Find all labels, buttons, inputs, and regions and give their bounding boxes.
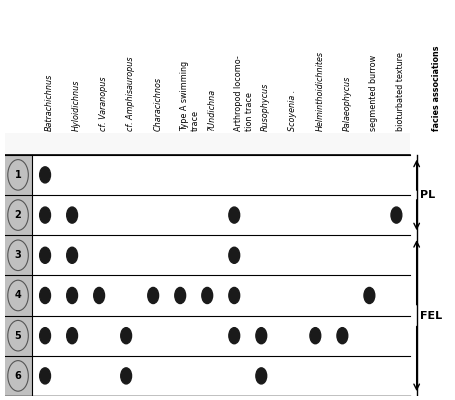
- Circle shape: [40, 328, 51, 344]
- Circle shape: [40, 368, 51, 384]
- Text: bioturbated texture: bioturbated texture: [396, 52, 405, 131]
- Circle shape: [256, 328, 267, 344]
- Bar: [5, 275, 31, 316]
- Circle shape: [40, 167, 51, 183]
- Circle shape: [337, 328, 348, 344]
- Text: Characichnos: Characichnos: [153, 77, 162, 131]
- Text: Helminthoidichnites: Helminthoidichnites: [315, 51, 324, 131]
- Text: 4: 4: [15, 290, 21, 300]
- Circle shape: [310, 328, 321, 344]
- Circle shape: [229, 247, 240, 263]
- Text: 5: 5: [15, 331, 21, 341]
- Text: Type A swimming
trace: Type A swimming trace: [180, 60, 200, 131]
- Bar: [5, 155, 31, 195]
- Circle shape: [202, 288, 212, 304]
- Text: cf. Amphisauropus: cf. Amphisauropus: [126, 56, 135, 131]
- Circle shape: [40, 207, 51, 223]
- Circle shape: [8, 240, 28, 270]
- Text: Hyloidichnus: Hyloidichnus: [72, 79, 81, 131]
- Text: segmented burrow: segmented burrow: [369, 54, 379, 131]
- Circle shape: [391, 207, 402, 223]
- Circle shape: [121, 368, 131, 384]
- Text: facies associations: facies associations: [432, 45, 441, 131]
- Text: Rusophycus: Rusophycus: [261, 82, 270, 131]
- Circle shape: [40, 288, 51, 304]
- Text: Scoyenia .: Scoyenia .: [288, 89, 297, 131]
- Circle shape: [8, 361, 28, 391]
- Circle shape: [175, 288, 186, 304]
- Bar: [5, 235, 31, 275]
- Circle shape: [67, 247, 77, 263]
- Text: ?Undichna: ?Undichna: [207, 88, 216, 131]
- Bar: [5, 316, 31, 356]
- Bar: [5, 195, 31, 235]
- Circle shape: [229, 288, 240, 304]
- Circle shape: [94, 288, 105, 304]
- Circle shape: [8, 200, 28, 230]
- Circle shape: [67, 288, 77, 304]
- Text: 3: 3: [15, 250, 21, 260]
- Bar: [5, 133, 410, 155]
- Text: 1: 1: [15, 170, 21, 180]
- Text: 6: 6: [15, 371, 21, 381]
- Circle shape: [67, 328, 77, 344]
- Text: Arthropod locomo-
tion trace: Arthropod locomo- tion trace: [234, 55, 253, 131]
- Text: Palaeophycus: Palaeophycus: [342, 75, 351, 131]
- Bar: [5, 356, 31, 396]
- Circle shape: [8, 160, 28, 190]
- Text: Batrachichnus: Batrachichnus: [45, 73, 54, 131]
- Circle shape: [229, 207, 240, 223]
- Circle shape: [364, 288, 375, 304]
- Circle shape: [8, 320, 28, 351]
- Circle shape: [121, 328, 131, 344]
- Circle shape: [40, 247, 51, 263]
- Circle shape: [256, 368, 267, 384]
- Text: FEL: FEL: [420, 310, 442, 320]
- Circle shape: [8, 280, 28, 311]
- Circle shape: [229, 328, 240, 344]
- Text: cf. Varanopus: cf. Varanopus: [99, 76, 108, 131]
- Circle shape: [67, 207, 77, 223]
- Text: 2: 2: [15, 210, 21, 220]
- Circle shape: [148, 288, 159, 304]
- Text: PL: PL: [420, 190, 435, 200]
